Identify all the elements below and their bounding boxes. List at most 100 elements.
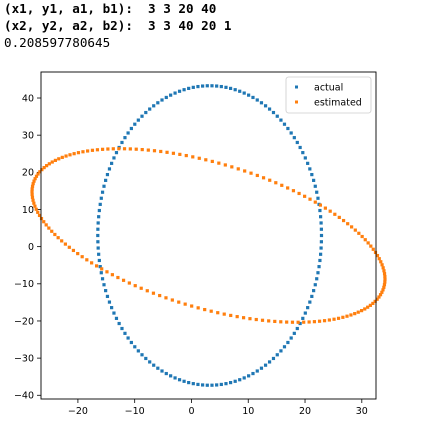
data-point	[363, 307, 367, 311]
data-point	[99, 271, 103, 275]
data-point	[297, 191, 301, 196]
data-point	[317, 265, 321, 269]
data-point	[350, 225, 354, 229]
data-point	[267, 360, 272, 364]
data-point	[273, 319, 277, 324]
data-point	[271, 110, 276, 115]
data-point	[182, 379, 186, 383]
data-point	[151, 291, 156, 295]
data-point	[259, 101, 264, 105]
data-point	[144, 356, 148, 361]
data-point	[34, 174, 39, 178]
data-point	[233, 88, 237, 92]
data-point	[341, 315, 345, 319]
x-tick-label: −20	[68, 406, 88, 417]
data-point	[100, 190, 105, 194]
data-point	[261, 176, 266, 180]
legend-marker	[295, 85, 298, 89]
data-point	[114, 151, 119, 155]
data-point	[292, 331, 296, 335]
console-line-3: 0.208597780645	[4, 35, 111, 50]
data-point	[381, 266, 385, 270]
data-point	[242, 91, 246, 95]
data-point	[373, 250, 378, 255]
data-point	[247, 93, 251, 97]
data-point	[280, 183, 284, 187]
data-point	[196, 84, 200, 89]
data-point	[383, 280, 387, 284]
data-point	[356, 310, 360, 314]
data-point	[63, 242, 67, 246]
data-point	[319, 215, 323, 219]
data-point	[243, 169, 247, 173]
data-point	[112, 311, 116, 315]
data-point	[375, 297, 379, 301]
y-tick-label: 40	[22, 93, 34, 104]
data-point	[319, 221, 323, 225]
data-point	[96, 240, 100, 244]
data-point	[117, 147, 121, 151]
axes-frame	[40, 71, 377, 400]
console-output: (x1, y1, a1, b1): 3 3 20 40 (x2, y2, a2,…	[4, 0, 231, 51]
data-point	[201, 84, 205, 88]
data-point	[152, 363, 156, 367]
data-point	[56, 236, 60, 240]
data-point	[274, 181, 278, 185]
data-point	[282, 345, 287, 349]
data-point	[238, 378, 242, 382]
data-point	[216, 311, 220, 315]
data-point	[303, 311, 307, 315]
y-tick-label: −10	[14, 279, 34, 290]
data-point	[230, 165, 234, 169]
data-point	[222, 312, 226, 316]
data-point	[383, 277, 387, 281]
data-point	[190, 304, 194, 308]
data-point	[98, 265, 102, 269]
data-point	[209, 309, 213, 313]
data-point	[317, 319, 322, 323]
data-point	[173, 376, 177, 380]
data-point	[295, 140, 299, 145]
data-point	[94, 264, 99, 268]
data-point	[235, 315, 239, 319]
data-point	[279, 118, 283, 122]
data-point	[318, 258, 322, 263]
data-point	[122, 147, 127, 151]
x-axis: −20 −10 0 10 20 30	[68, 399, 368, 417]
data-point	[380, 290, 384, 294]
data-point	[105, 294, 110, 299]
data-point	[219, 382, 223, 387]
data-point	[191, 382, 195, 386]
data-point	[210, 84, 214, 88]
data-point	[42, 220, 46, 224]
data-point	[102, 283, 106, 287]
data-point	[346, 222, 350, 226]
data-point	[42, 165, 46, 170]
data-point	[319, 252, 323, 256]
data-point	[47, 226, 51, 230]
data-point	[33, 204, 37, 208]
data-point	[223, 163, 227, 167]
data-point	[279, 320, 283, 324]
data-point	[145, 289, 149, 293]
data-point	[307, 320, 311, 324]
data-point	[112, 156, 116, 160]
data-point	[164, 95, 168, 100]
data-point	[100, 277, 105, 281]
data-point	[139, 286, 143, 290]
data-point	[31, 198, 35, 202]
data-point	[140, 147, 144, 152]
data-point	[90, 261, 94, 265]
data-point	[306, 161, 310, 165]
data-point	[298, 145, 302, 150]
data-point	[368, 303, 372, 307]
data-point	[160, 369, 164, 373]
data-point	[248, 317, 252, 321]
data-point	[50, 229, 54, 233]
data-point	[196, 382, 200, 387]
data-point	[133, 284, 137, 288]
data-point	[152, 104, 156, 108]
data-point	[30, 195, 35, 199]
data-point	[366, 241, 370, 245]
data-point	[53, 232, 57, 237]
